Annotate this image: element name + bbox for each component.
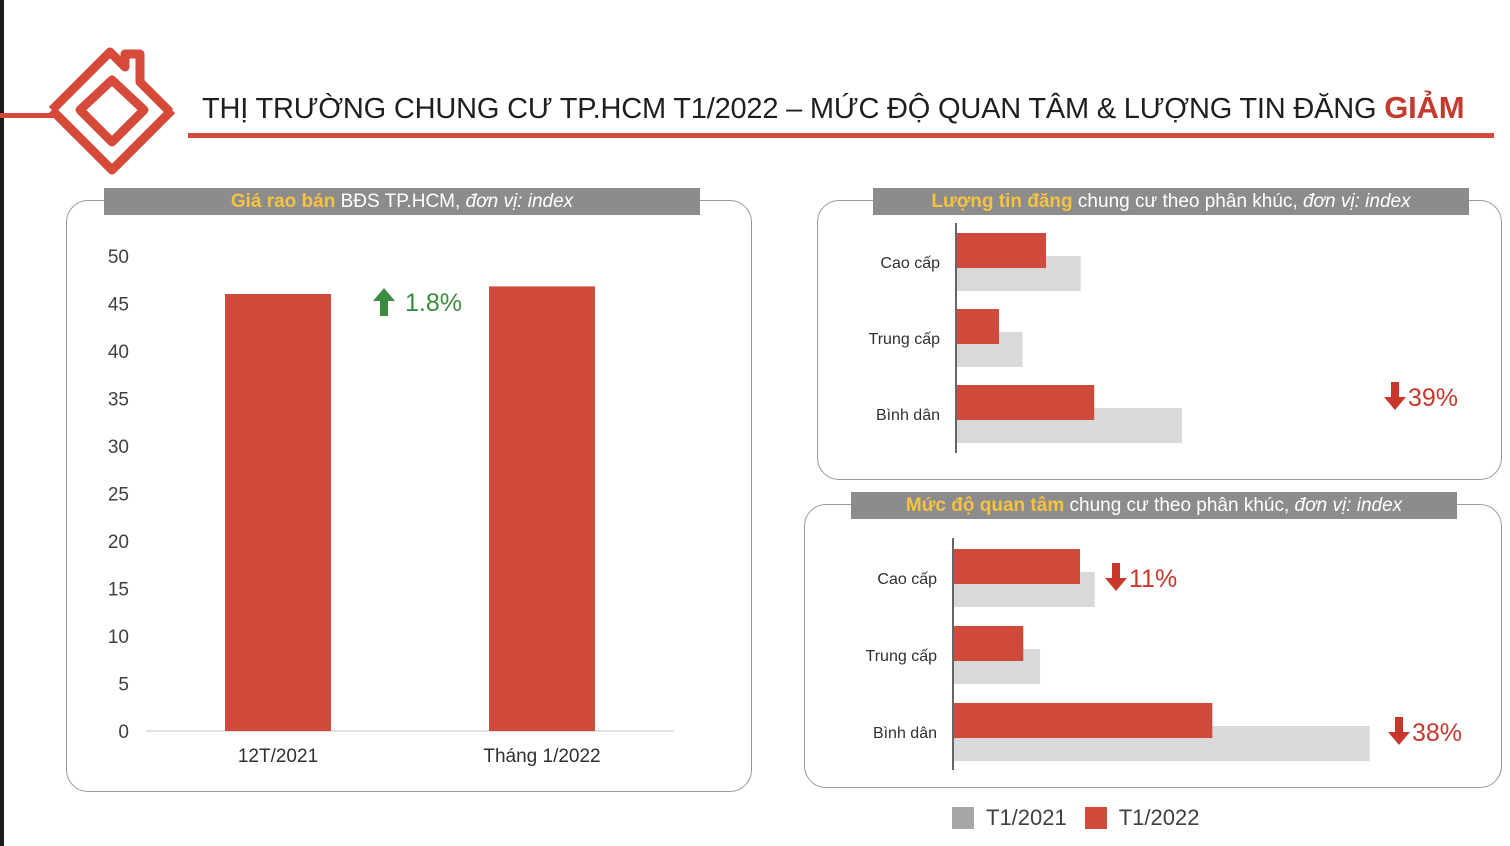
price-header-unit: đơn vị: index xyxy=(465,191,574,212)
legend-swatch-red xyxy=(1084,807,1107,829)
y-tick-label: 0 xyxy=(118,722,129,743)
price-bar-0 xyxy=(225,294,331,731)
interest-header-unit: đơn vị: index xyxy=(1294,495,1403,516)
y-tick-label: 50 xyxy=(108,247,129,268)
trend-down-arrow-icon xyxy=(1384,382,1406,410)
interest-panel-header: Mức độ quan tâm chung cư theo phân khúc,… xyxy=(851,492,1457,519)
interest-header-emphasis: Mức độ quan tâm xyxy=(905,495,1065,516)
price-header-emphasis: Giá rao bán xyxy=(230,191,336,212)
listings-chart: Cao cấp Trung cấp Bình dân 39% xyxy=(869,223,1458,453)
price-header-text: BĐS TP.HCM, xyxy=(335,191,466,212)
y-tick-label: 35 xyxy=(108,390,129,411)
change-label-0: 39% xyxy=(1408,384,1458,412)
y-tick-label: 25 xyxy=(108,485,129,506)
category-label: Trung cấp xyxy=(866,648,938,665)
legend-item-t2022: T1/2022 xyxy=(1084,805,1200,831)
interest-chart: Cao cấp Trung cấp Bình dân 11% 38% xyxy=(866,538,1462,770)
listings-panel-header: Lượng tin đăng chung cư theo phân khúc, … xyxy=(873,188,1469,215)
brand-logo-icon xyxy=(0,47,176,175)
y-tick-label: 40 xyxy=(108,342,129,363)
left-edge-bar xyxy=(0,0,4,846)
category-label: Cao cấp xyxy=(880,255,940,272)
y-tick-label: 20 xyxy=(108,532,129,553)
interest-header-text: chung cư theo phân khúc, xyxy=(1064,495,1295,516)
legend-swatch-gray xyxy=(952,807,974,829)
category-label: Bình dân xyxy=(876,407,940,424)
trend-up-arrow-icon xyxy=(373,288,395,316)
bar-t2022-0 xyxy=(954,549,1080,584)
page-title-highlight: GIẢM xyxy=(1384,90,1465,125)
page-title-main: THỊ TRƯỜNG CHUNG CƯ TP.HCM T1/2022 – MỨC… xyxy=(202,93,1385,125)
price-change-label: 1.8% xyxy=(405,289,462,317)
trend-down-arrow-icon xyxy=(1388,717,1410,745)
chart-legend: T1/2021 T1/2022 xyxy=(952,805,1217,831)
change-label-1: 38% xyxy=(1412,719,1462,747)
category-label: Bình dân xyxy=(873,725,937,742)
y-tick-label: 45 xyxy=(108,295,129,316)
x-tick-label: 12T/2021 xyxy=(238,746,318,767)
y-tick-label: 15 xyxy=(108,580,129,601)
price-panel xyxy=(66,200,752,792)
change-label-0: 11% xyxy=(1129,565,1177,593)
y-tick-label: 10 xyxy=(108,627,129,648)
listings-header-emphasis: Lượng tin đăng xyxy=(931,191,1073,212)
bar-t2022-1 xyxy=(954,626,1024,661)
price-chart: 0 5 10 15 20 25 30 35 40 45 50 12T/2021 Tháng 1/2022… xyxy=(108,247,674,767)
legend-label-t2021: T1/2021 xyxy=(986,805,1067,830)
bar-t2022-1 xyxy=(957,309,1000,344)
bar-t2022-2 xyxy=(954,703,1213,738)
y-tick-label: 5 xyxy=(118,675,129,696)
y-tick-label: 30 xyxy=(108,437,129,458)
legend-label-t2022: T1/2022 xyxy=(1118,805,1200,830)
listings-header-unit: đơn vị: index xyxy=(1302,191,1411,212)
trend-down-arrow-icon xyxy=(1105,563,1127,591)
category-label: Cao cấp xyxy=(877,571,937,588)
price-bar-1 xyxy=(489,286,595,731)
legend-item-t2021: T1/2021 xyxy=(952,805,1067,831)
listings-header-text: chung cư theo phân khúc, xyxy=(1072,191,1303,212)
x-tick-label: Tháng 1/2022 xyxy=(483,746,600,767)
bar-t2022-2 xyxy=(957,385,1095,420)
category-label: Trung cấp xyxy=(869,331,941,348)
price-panel-header: Giá rao bán BĐS TP.HCM, đơn vị: index xyxy=(104,188,700,215)
bar-t2022-0 xyxy=(957,233,1046,268)
page-title: THỊ TRƯỜNG CHUNG CƯ TP.HCM T1/2022 – MỨC… xyxy=(202,90,1465,126)
title-underline xyxy=(188,133,1494,138)
